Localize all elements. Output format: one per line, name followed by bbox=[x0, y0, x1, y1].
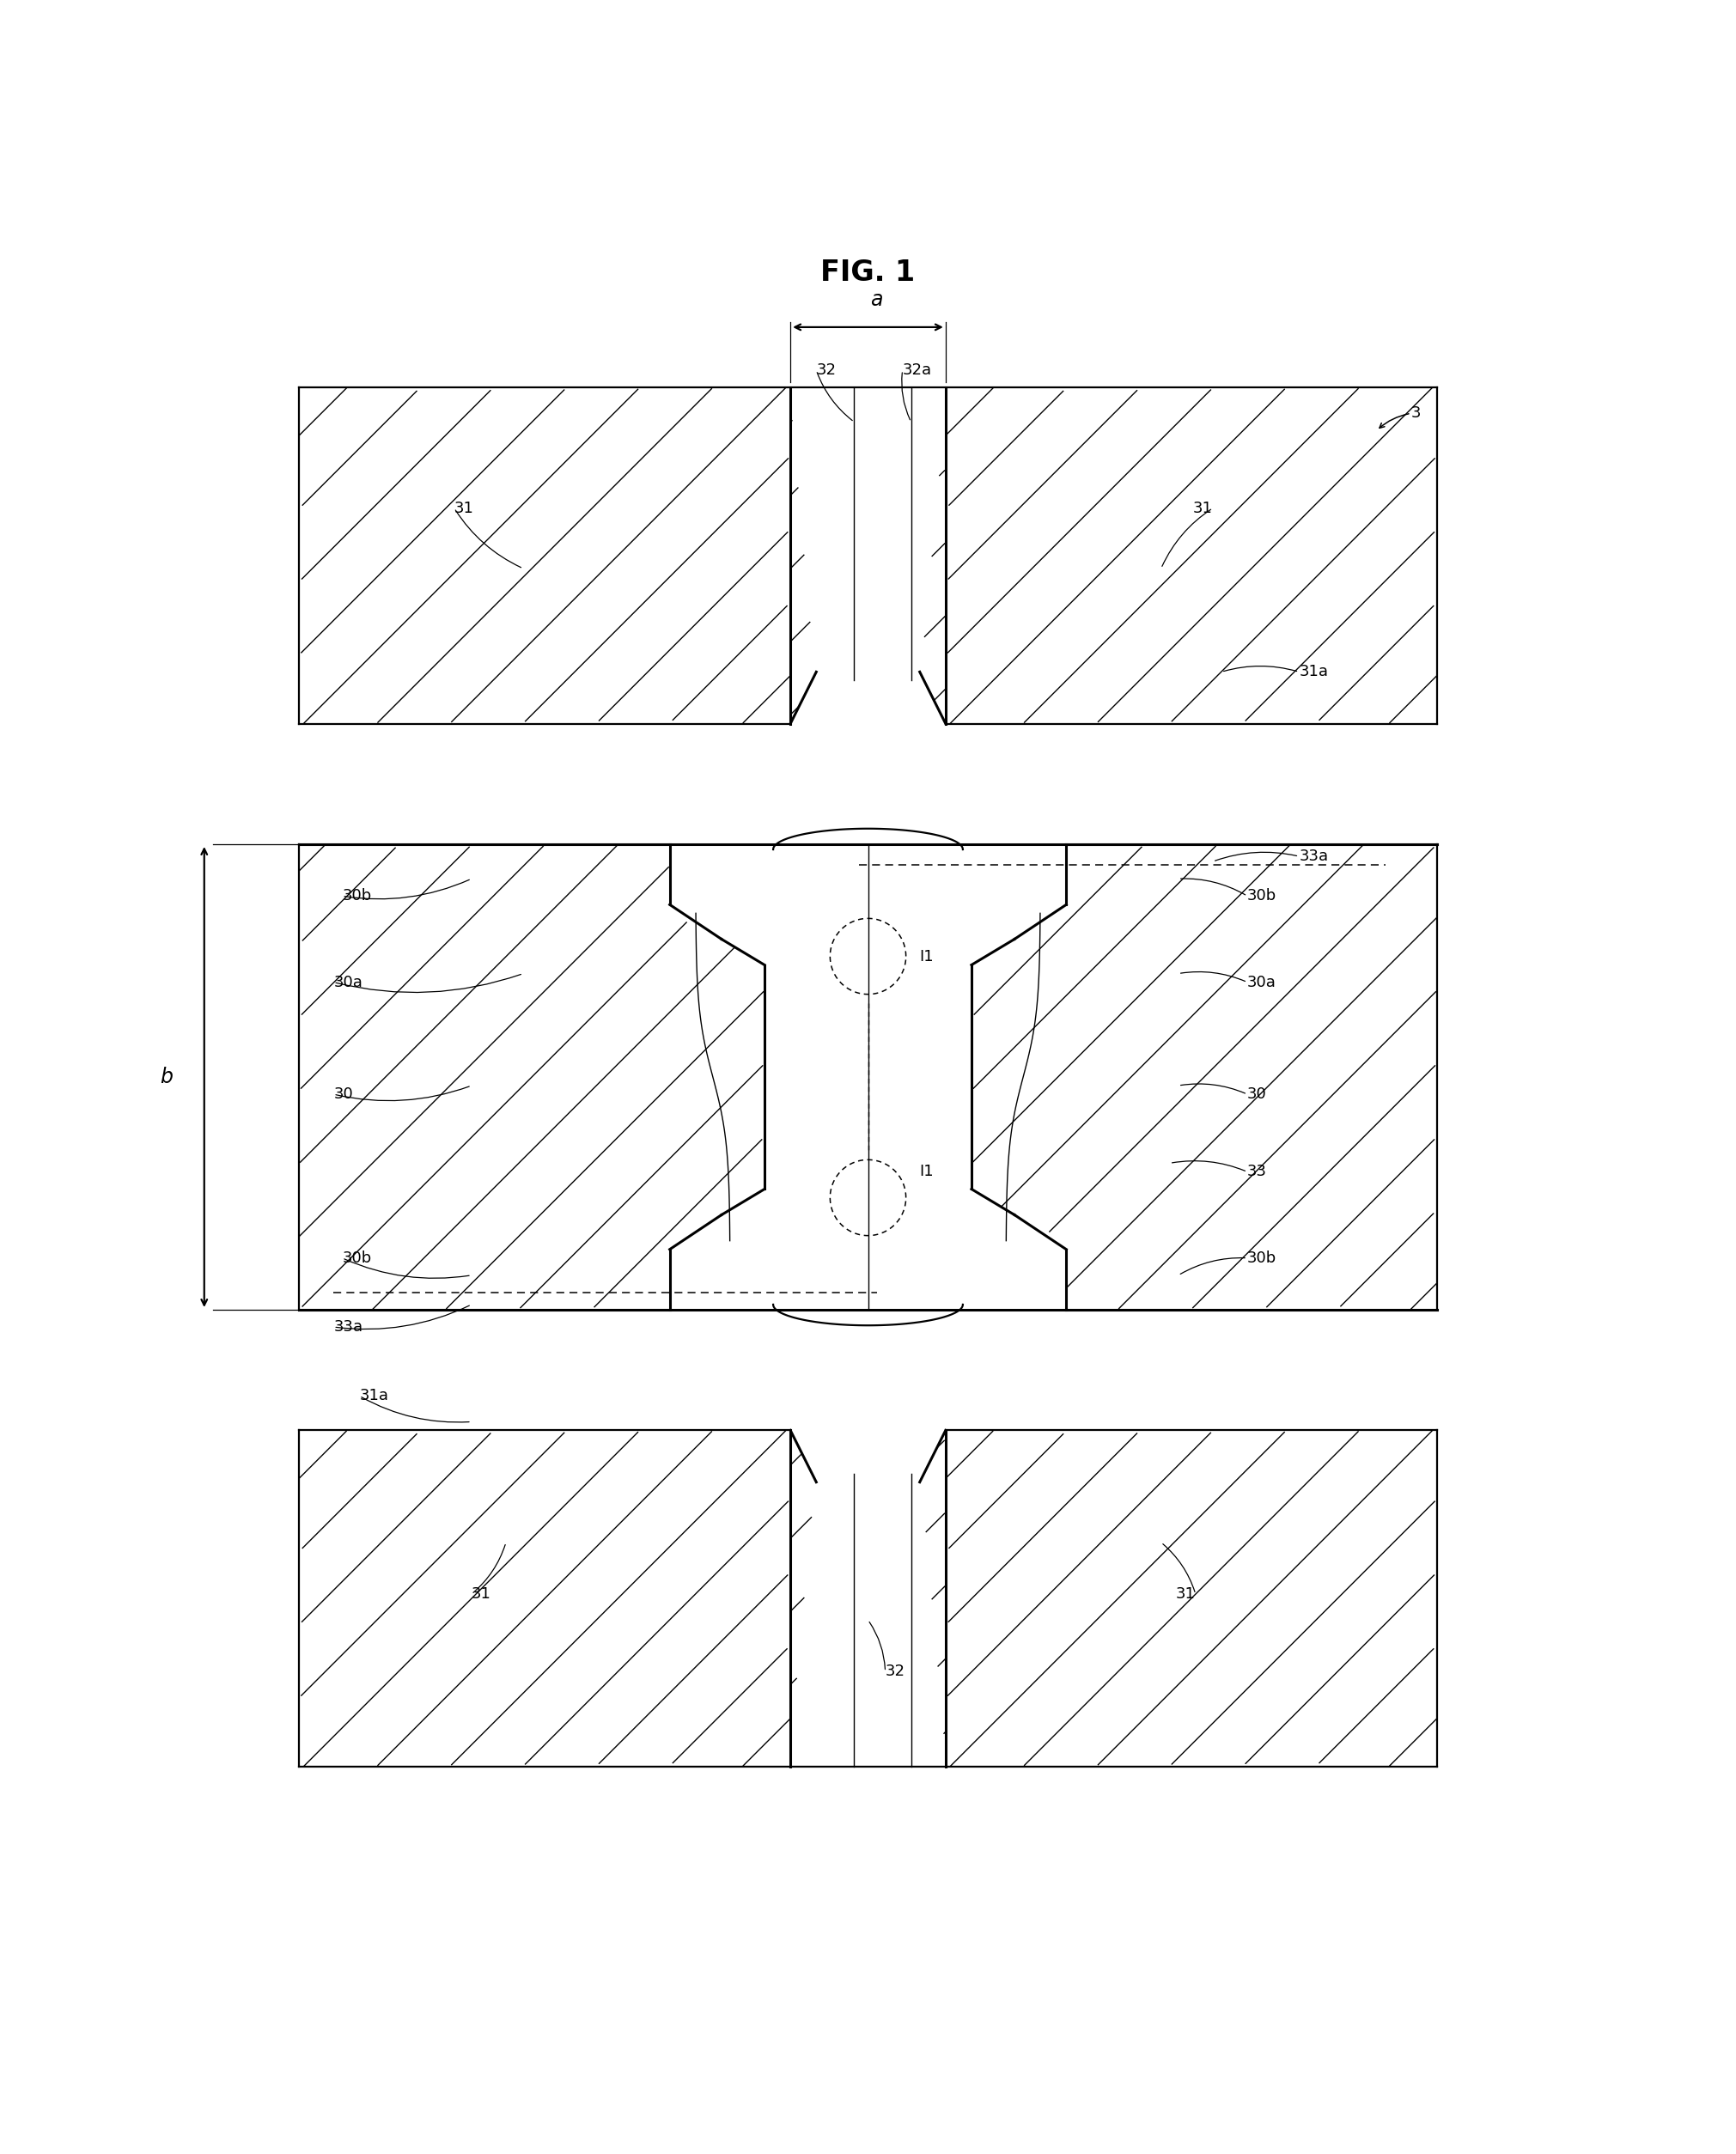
Text: b: b bbox=[160, 1066, 174, 1088]
Text: 30a: 30a bbox=[1246, 974, 1276, 991]
Text: 30b: 30b bbox=[342, 1249, 372, 1267]
Text: I1: I1 bbox=[920, 1163, 934, 1180]
Text: 32: 32 bbox=[816, 362, 837, 377]
Text: 33a: 33a bbox=[1299, 849, 1328, 864]
Text: 30: 30 bbox=[1246, 1086, 1267, 1103]
Text: 30b: 30b bbox=[1246, 1249, 1276, 1267]
Text: 3: 3 bbox=[1411, 405, 1422, 420]
Text: 31: 31 bbox=[1193, 500, 1213, 515]
Text: I1: I1 bbox=[920, 948, 934, 965]
Text: 31: 31 bbox=[1175, 1585, 1196, 1603]
Text: FIG. 1: FIG. 1 bbox=[821, 258, 915, 286]
Text: 32: 32 bbox=[885, 1665, 904, 1680]
Text: 30a: 30a bbox=[333, 974, 363, 991]
Text: 33: 33 bbox=[1246, 1163, 1267, 1180]
Text: 31a: 31a bbox=[1299, 663, 1328, 681]
Text: 30: 30 bbox=[333, 1086, 352, 1103]
Text: 30b: 30b bbox=[1246, 887, 1276, 905]
Text: 30b: 30b bbox=[342, 887, 372, 905]
Text: a: a bbox=[870, 289, 884, 310]
Text: 31a: 31a bbox=[359, 1387, 389, 1404]
Text: 31: 31 bbox=[472, 1585, 491, 1603]
Text: 32a: 32a bbox=[903, 362, 932, 377]
Text: 33a: 33a bbox=[333, 1318, 363, 1335]
Text: 31: 31 bbox=[455, 500, 474, 515]
